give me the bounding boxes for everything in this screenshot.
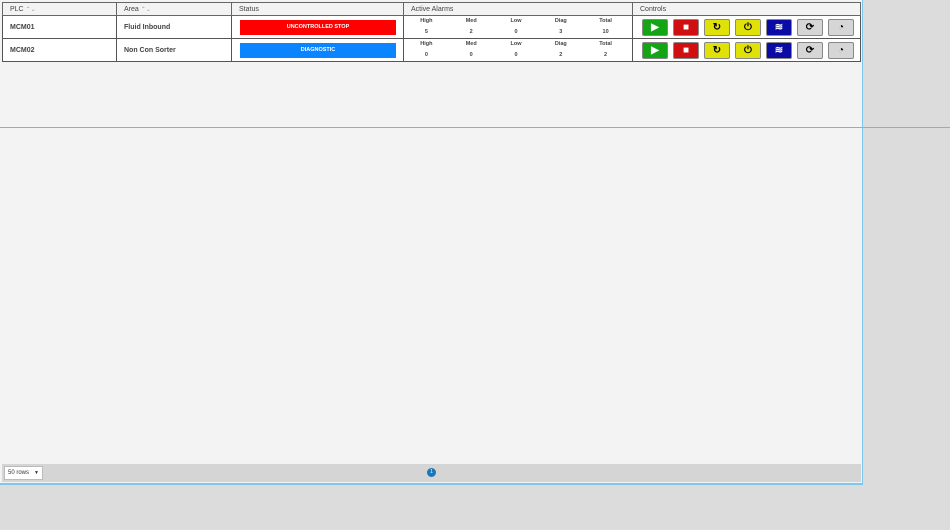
alarm-label: Low — [510, 41, 522, 47]
alarm-count: 2 — [559, 52, 563, 58]
controls-cell: ▶ ■ ↻ ⏻ ≋ ⟳ ◔ — [632, 15, 861, 39]
alarm-label: Low — [510, 18, 522, 24]
rows-select-value: 50 rows — [8, 470, 30, 476]
alarm-count: 5 — [424, 29, 428, 35]
plc-table: PLC ⌃⌄ Area ⌃⌄ Status Active Alarms Cont… — [2, 2, 861, 62]
alarm-count: 2 — [469, 29, 473, 35]
speed-button[interactable]: ◔ — [828, 18, 854, 36]
start-button[interactable]: ▶ — [642, 41, 668, 59]
status-badge: DIAGNOSTIC — [240, 42, 396, 58]
status-cell: DIAGNOSTIC — [231, 38, 404, 62]
alarm-label: Diag — [554, 41, 567, 47]
stop-circle-icon: ■ — [682, 44, 690, 56]
refresh-icon: ↻ — [712, 44, 722, 56]
alarm-label: Total — [599, 41, 612, 47]
plc-cell: MCM01 — [2, 15, 117, 39]
stop-button[interactable]: ■ — [673, 18, 699, 36]
refresh-icon: ↻ — [712, 21, 722, 33]
sync-icon: ⟳ — [805, 21, 815, 33]
reset-button[interactable]: ↻ — [704, 41, 730, 59]
stop-button[interactable]: ■ — [673, 41, 699, 59]
page-button-1[interactable]: 1 — [427, 468, 436, 477]
header-label: Area — [124, 5, 139, 13]
sync-button[interactable]: ⟳ — [797, 41, 823, 59]
column-header-controls: Controls — [632, 2, 861, 16]
alarm-label: Med — [465, 41, 477, 47]
alarm-count: 0 — [514, 29, 518, 35]
speed-button[interactable]: ◔ — [828, 41, 854, 59]
plc-cell: MCM02 — [2, 38, 117, 62]
alarm-label: Total — [599, 18, 612, 24]
header-label: PLC — [10, 5, 24, 13]
alarm-label: High — [420, 41, 433, 47]
controls-cell: ▶ ■ ↻ ⏻ ≋ ⟳ ◔ — [632, 38, 861, 62]
main-panel: PLC ⌃⌄ Area ⌃⌄ Status Active Alarms Cont… — [0, 0, 863, 485]
area-cell: Non Con Sorter — [116, 38, 232, 62]
table-footer: 50 rows ▼ 1 — [2, 464, 861, 482]
power-button[interactable]: ⏻ — [735, 18, 761, 36]
reset-button[interactable]: ↻ — [704, 18, 730, 36]
alarm-label: Med — [465, 18, 477, 24]
plug-icon: ⏻ — [744, 21, 752, 33]
alarm-label: Diag — [554, 18, 567, 24]
sync-button[interactable]: ⟳ — [797, 18, 823, 36]
alarm-count: 0 — [424, 52, 428, 58]
alarms-cell: High Med Low Diag Total 0 0 0 2 2 — [403, 38, 633, 62]
gauge-icon: ◔ — [837, 21, 845, 33]
column-header-alarms: Active Alarms — [403, 2, 633, 16]
alarm-count: 2 — [604, 52, 608, 58]
sort-icon[interactable]: ⌃⌄ — [140, 6, 151, 13]
gauge-icon: ◔ — [837, 44, 845, 56]
sort-icon[interactable]: ⌃⌄ — [25, 6, 36, 13]
alarm-count: 0 — [514, 52, 518, 58]
waves-icon: ≋ — [774, 21, 784, 33]
stop-circle-icon: ■ — [682, 21, 690, 33]
play-circle-icon: ▶ — [651, 21, 659, 33]
status-cell: UNCONTROLLED STOP — [231, 15, 404, 39]
area-cell: Fluid Inbound — [116, 15, 232, 39]
sync-icon: ⟳ — [805, 44, 815, 56]
flow-button[interactable]: ≋ — [766, 41, 792, 59]
divider — [0, 127, 950, 128]
alarm-count: 10 — [602, 29, 609, 35]
alarm-label: High — [420, 18, 433, 24]
flow-button[interactable]: ≋ — [766, 18, 792, 36]
table-row: MCM01 Fluid Inbound UNCONTROLLED STOP Hi… — [2, 15, 861, 39]
waves-icon: ≋ — [774, 44, 784, 56]
power-button[interactable]: ⏻ — [735, 41, 761, 59]
column-header-status: Status — [231, 2, 404, 16]
status-badge: UNCONTROLLED STOP — [240, 19, 396, 35]
alarm-count: 3 — [559, 29, 563, 35]
play-circle-icon: ▶ — [651, 44, 659, 56]
dropdown-arrow-icon: ▼ — [34, 470, 39, 476]
start-button[interactable]: ▶ — [642, 18, 668, 36]
alarms-cell: High Med Low Diag Total 5 2 0 3 10 — [403, 15, 633, 39]
alarm-count: 0 — [469, 52, 473, 58]
column-header-plc[interactable]: PLC ⌃⌄ — [2, 2, 117, 16]
rows-per-page-select[interactable]: 50 rows ▼ — [4, 466, 43, 480]
column-header-area[interactable]: Area ⌃⌄ — [116, 2, 232, 16]
table-row: MCM02 Non Con Sorter DIAGNOSTIC High Med L… — [2, 38, 861, 62]
plug-icon: ⏻ — [744, 44, 752, 56]
